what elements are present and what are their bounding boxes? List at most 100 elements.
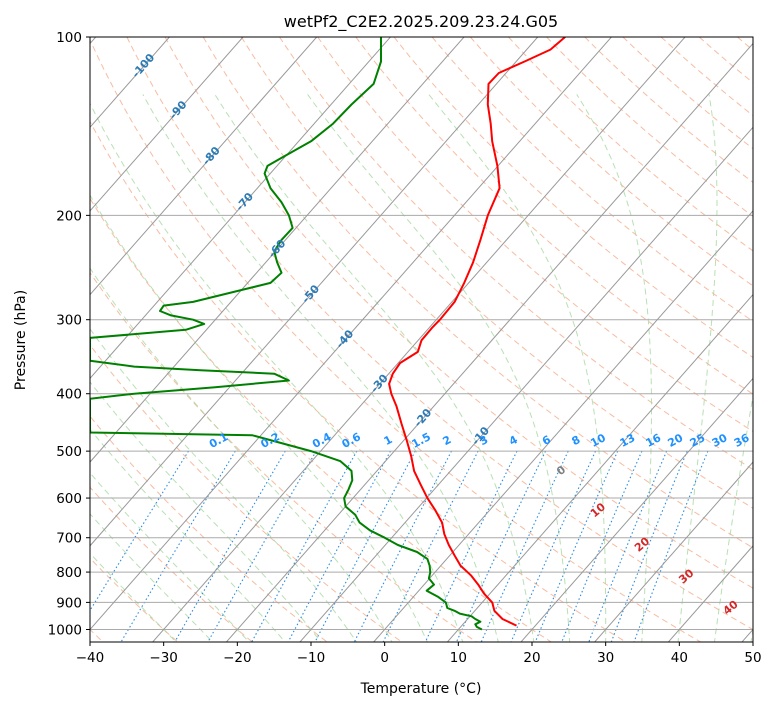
moist-adiabat bbox=[90, 328, 358, 642]
moist-adiabat bbox=[576, 94, 652, 642]
pressure-gridlines bbox=[90, 37, 753, 630]
plot-frame bbox=[89, 36, 754, 643]
mixing-ratio-label: 30 bbox=[710, 431, 730, 450]
y-tick-label: 700 bbox=[56, 531, 82, 547]
dry-adiabat bbox=[431, 37, 753, 322]
moist-adiabat bbox=[90, 102, 464, 642]
temperature-line bbox=[388, 37, 566, 627]
isotherm bbox=[90, 37, 465, 463]
y-tick-label: 100 bbox=[56, 30, 82, 46]
dry-adiabat bbox=[90, 38, 702, 642]
mixing-ratio-line bbox=[510, 450, 597, 642]
y-tick-label: 500 bbox=[56, 444, 82, 460]
moist-adiabat bbox=[90, 194, 428, 642]
y-tick-label: 200 bbox=[56, 208, 82, 224]
y-tick-label: 1000 bbox=[48, 623, 82, 639]
isotherm bbox=[90, 37, 244, 212]
mixing-ratio-line bbox=[382, 450, 479, 642]
moist-adiabat bbox=[90, 267, 393, 642]
dewpoint-line bbox=[90, 37, 483, 631]
mixing-ratio-line bbox=[120, 450, 236, 642]
dry-adiabat bbox=[355, 37, 753, 395]
moist-adiabat bbox=[90, 381, 322, 642]
mixing-ratio-label: 16 bbox=[643, 431, 663, 450]
dry-adiabat bbox=[469, 37, 753, 287]
isotherm bbox=[225, 42, 753, 642]
mixing-ratio-line bbox=[424, 450, 518, 642]
dry-adiabat bbox=[90, 197, 553, 642]
x-tick-label: 50 bbox=[744, 650, 761, 666]
dry-adiabat bbox=[202, 37, 753, 549]
isotherm bbox=[667, 545, 753, 642]
dry-adiabat bbox=[90, 486, 254, 642]
x-tick-label: 40 bbox=[671, 650, 688, 666]
x-tick-label: −30 bbox=[149, 650, 178, 666]
profile-lines bbox=[90, 37, 566, 631]
moist-adiabat bbox=[90, 428, 286, 642]
y-axis-label: Pressure (hPa) bbox=[13, 290, 29, 390]
x-tick-label: 30 bbox=[597, 650, 614, 666]
isotherm bbox=[446, 293, 753, 642]
mixing-ratio-line bbox=[480, 450, 569, 642]
x-tick-label: 10 bbox=[450, 650, 467, 666]
isotherm bbox=[593, 461, 753, 642]
y-axis-ticks: 100 200 300 400 500 600 700 800 900 1000 bbox=[48, 30, 90, 639]
dry-adiabat bbox=[90, 344, 403, 642]
dry-adiabat bbox=[90, 120, 627, 642]
mixing-ratio-line bbox=[610, 450, 688, 642]
mixing-ratio-line bbox=[455, 450, 546, 642]
isotherm bbox=[372, 210, 753, 642]
dry-adiabat bbox=[126, 37, 753, 631]
mixing-ratio-line bbox=[561, 450, 643, 642]
mixing-ratio-line bbox=[534, 450, 619, 642]
isotherm bbox=[151, 37, 686, 642]
x-tick-label: 20 bbox=[523, 650, 540, 666]
mixing-ratio-label: 10 bbox=[588, 431, 608, 450]
mixing-ratio-line bbox=[207, 450, 317, 642]
isotherm bbox=[520, 377, 753, 642]
dry-adiabat bbox=[393, 37, 753, 359]
mixing-ratio-line bbox=[633, 450, 709, 642]
dry-adiabat bbox=[584, 37, 753, 183]
x-tick-label: 0 bbox=[380, 650, 389, 666]
plot-area: -100-90-80-70-60-50-40-30-20-100.1 0.2 0.4… bbox=[90, 37, 753, 642]
moist-adiabat bbox=[428, 94, 607, 642]
isotherm bbox=[299, 126, 753, 642]
moist-adiabat bbox=[214, 94, 535, 642]
mixing-ratio-label: 20 bbox=[666, 431, 686, 450]
dry-adiabat bbox=[90, 415, 329, 642]
x-tick-label: −10 bbox=[297, 650, 326, 666]
dry-adiabats bbox=[90, 37, 753, 642]
x-tick-label: −20 bbox=[223, 650, 252, 666]
dry-adiabat bbox=[90, 271, 478, 642]
x-axis-label: Temperature (°C) bbox=[360, 681, 482, 697]
dry-adiabat bbox=[317, 37, 753, 433]
moist-adiabat bbox=[677, 94, 718, 642]
chart-title: wetPf2_C2E2.2025.209.23.24.G05 bbox=[284, 12, 558, 32]
mixing-ratio-label: 36 bbox=[732, 431, 752, 450]
isotherm bbox=[90, 37, 392, 380]
isotherm bbox=[90, 37, 171, 129]
x-tick-label: −40 bbox=[76, 650, 105, 666]
isotherm bbox=[90, 37, 539, 547]
y-tick-label: 800 bbox=[56, 565, 82, 581]
mixing-ratio-line bbox=[251, 450, 358, 642]
mixing-ratio-lines bbox=[90, 450, 709, 642]
moist-adiabat bbox=[307, 94, 571, 642]
y-tick-label: 900 bbox=[56, 595, 82, 611]
y-tick-label: 400 bbox=[56, 387, 82, 403]
mixing-ratio-label: 13 bbox=[618, 431, 638, 450]
y-tick-label: 600 bbox=[56, 491, 82, 507]
moist-adiabat bbox=[142, 94, 499, 642]
mixing-ratio-line bbox=[588, 450, 668, 642]
x-axis-ticks: −40 −30 −20 −10 0 10 20 30 40 50 bbox=[76, 642, 762, 666]
moist-adiabats bbox=[90, 94, 753, 642]
dry-adiabat bbox=[164, 37, 753, 589]
isotherm bbox=[90, 37, 613, 631]
mixing-ratio-label: 25 bbox=[688, 431, 708, 450]
moist-adiabat bbox=[714, 393, 753, 642]
dry-adiabat bbox=[546, 37, 753, 217]
isotherms bbox=[90, 37, 753, 642]
isotherm bbox=[90, 37, 318, 296]
